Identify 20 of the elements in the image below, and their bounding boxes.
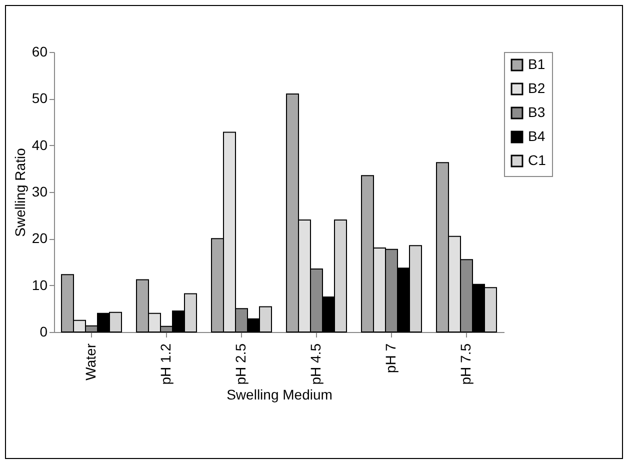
x-tick-label: pH 1.2 — [158, 343, 174, 385]
legend-label: B1 — [528, 56, 546, 72]
legend-label: B4 — [528, 128, 546, 144]
x-tick-label: Water — [82, 343, 98, 380]
legend-label: C1 — [528, 152, 546, 168]
y-tick-label: 20 — [32, 230, 48, 246]
y-tick-label: 30 — [32, 184, 48, 200]
y-tick-label: 40 — [32, 136, 48, 153]
y-tick-label: 60 — [32, 44, 48, 60]
y-tick-label: 50 — [32, 90, 48, 106]
y-tick-label: 10 — [32, 276, 48, 293]
x-tick-label: pH 2.5 — [232, 343, 248, 385]
x-tick-label: pH 7.5 — [458, 343, 474, 385]
x-tick-label: pH 7 — [382, 343, 398, 374]
x-tick-label: pH 4.5 — [308, 343, 324, 385]
x-axis-title: Swelling Medium — [226, 386, 332, 403]
y-axis-title: Swelling Ratio — [12, 148, 28, 237]
legend-label: B2 — [528, 80, 546, 96]
y-tick-label: 0 — [40, 324, 48, 340]
legend-label: B3 — [528, 104, 546, 120]
